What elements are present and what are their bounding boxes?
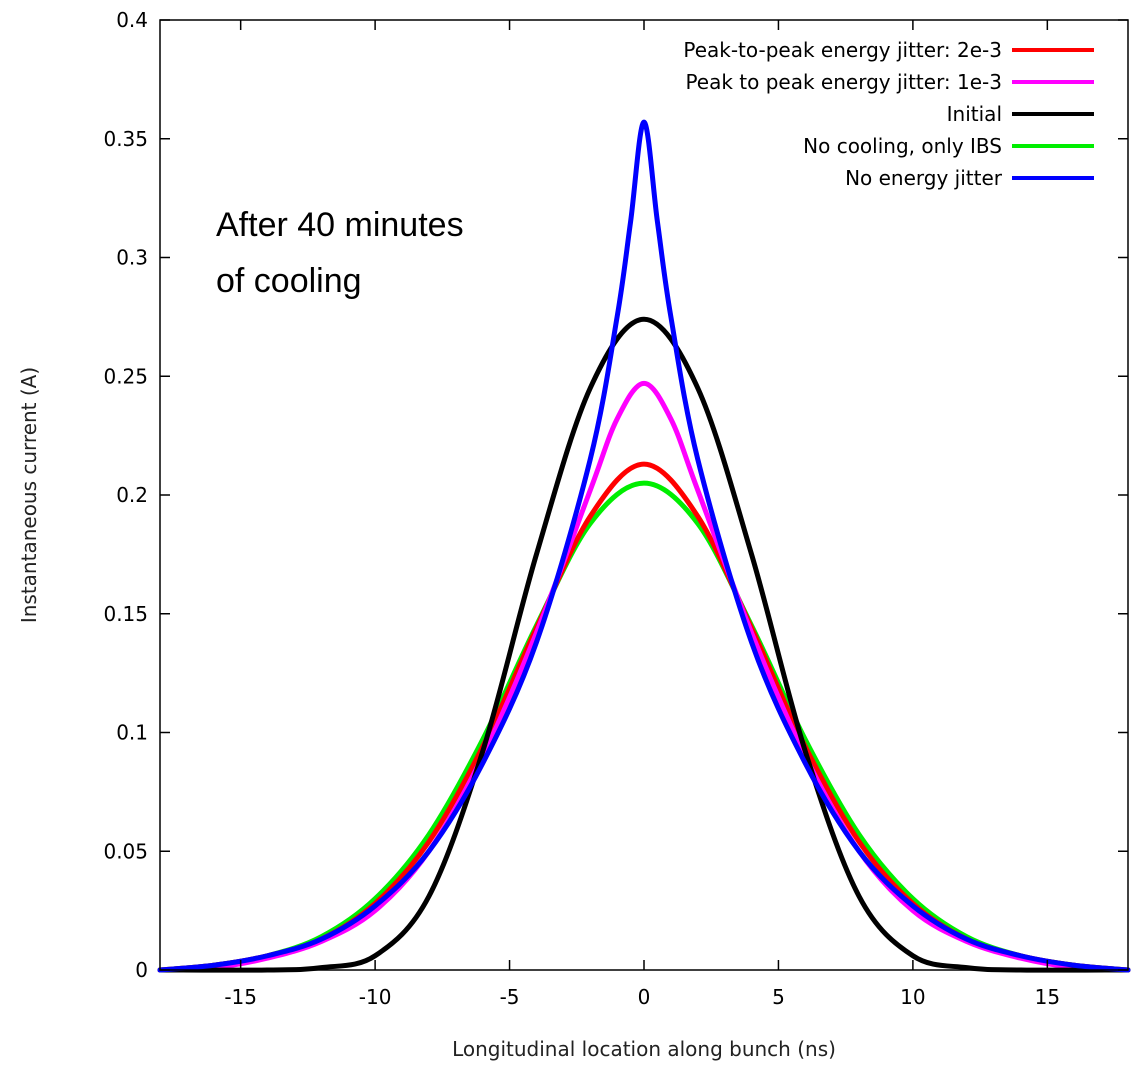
x-tick-label: 5 — [772, 985, 785, 1009]
x-tick-label: 10 — [900, 985, 925, 1009]
y-tick-label: 0 — [135, 958, 148, 982]
y-tick-label: 0.35 — [103, 127, 148, 151]
y-tick-label: 0.3 — [116, 246, 148, 270]
x-tick-label: -10 — [359, 985, 392, 1009]
legend-label: Peak-to-peak energy jitter: 2e-3 — [683, 38, 1002, 62]
x-tick-label: -5 — [500, 985, 520, 1009]
x-tick-label: 15 — [1035, 985, 1060, 1009]
legend-label: No energy jitter — [845, 166, 1003, 190]
annotation-line-1: After 40 minutes — [216, 206, 464, 244]
x-tick-label: -15 — [224, 985, 257, 1009]
legend-label: Peak to peak energy jitter: 1e-3 — [685, 70, 1002, 94]
y-tick-label: 0.1 — [116, 721, 148, 745]
legend-label: Initial — [947, 102, 1002, 126]
x-axis-title: Longitudinal location along bunch (ns) — [452, 1037, 836, 1061]
y-tick-label: 0.4 — [116, 8, 148, 32]
y-tick-label: 0.2 — [116, 483, 148, 507]
y-axis-title: Instantaneous current (A) — [17, 367, 41, 623]
x-tick-label: 0 — [638, 985, 651, 1009]
annotation-line-2: of cooling — [216, 262, 362, 300]
y-tick-label: 0.15 — [103, 602, 148, 626]
legend-label: No cooling, only IBS — [803, 134, 1002, 158]
y-tick-label: 0.25 — [103, 364, 148, 388]
y-tick-label: 0.05 — [103, 839, 148, 863]
